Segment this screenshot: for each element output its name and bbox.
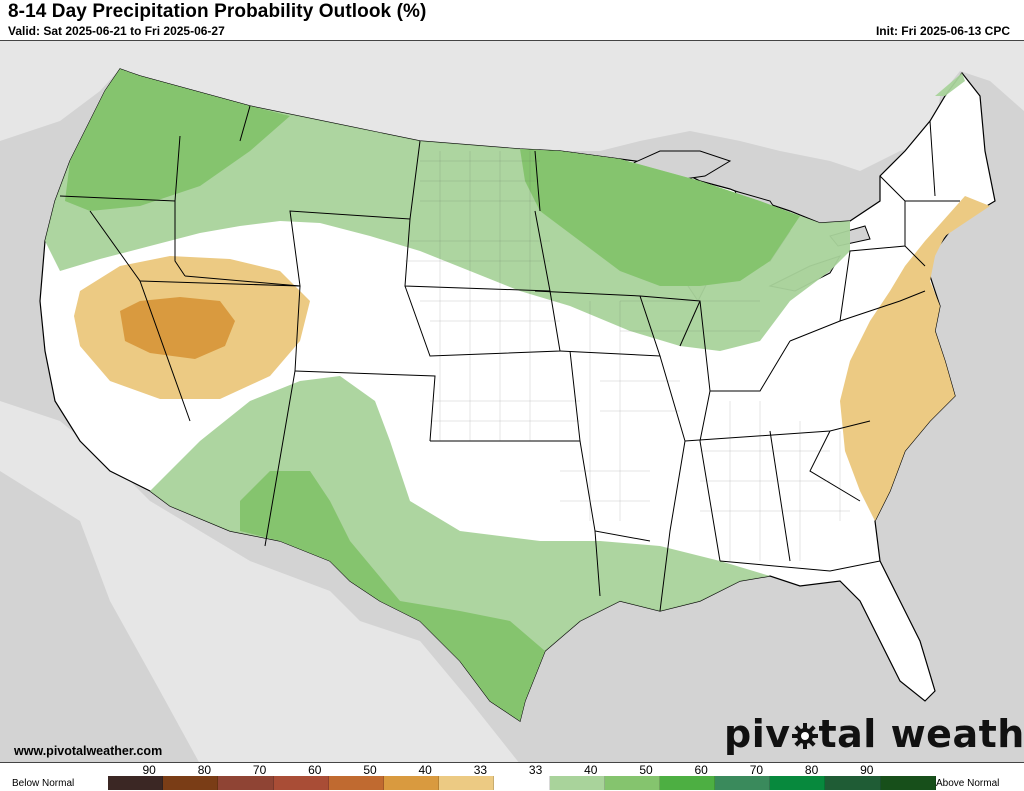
- canada-land: [0, 41, 1024, 171]
- precipitation-map[interactable]: [0, 40, 1024, 763]
- map-frame[interactable]: [0, 40, 1024, 763]
- legend-swatch: [770, 776, 826, 790]
- legend-tick-label: 70: [252, 763, 267, 777]
- logo-text-right: tal weather: [818, 712, 1024, 756]
- init-time: Init: Fri 2025-06-13 CPC: [875, 24, 1010, 38]
- legend-tick-label: 40: [584, 763, 598, 777]
- legend-swatch: [273, 776, 329, 790]
- legend-swatch: [163, 776, 219, 790]
- website-url[interactable]: www.pivotalweather.com: [14, 744, 163, 758]
- legend-swatch: [880, 776, 936, 790]
- legend-tick-label: 70: [749, 763, 764, 777]
- legend-swatch: [383, 776, 440, 790]
- legend-swatch: [604, 776, 660, 790]
- legend-color-bar: [108, 776, 936, 790]
- gear-icon: [791, 723, 818, 749]
- legend-tick-label: 50: [363, 763, 377, 777]
- legend-tick-label: 60: [694, 763, 708, 777]
- legend-swatch: [108, 776, 164, 790]
- color-legend: Below Normal Above Normal 90 80 70 60 50 40 33…: [0, 763, 1024, 791]
- legend-swatch: [439, 776, 495, 790]
- legend-swatch: [218, 776, 274, 790]
- header: 8-14 Day Precipitation Probability Outlo…: [0, 0, 1024, 40]
- legend-tick-label: 90: [142, 763, 156, 777]
- legend-tick-label: 33: [473, 763, 488, 777]
- legend-ticks: 90 80 70 60 50 40 33 33 40 50 60 70 80 90: [108, 763, 936, 777]
- below-40-region: [120, 297, 235, 359]
- pivotal-weather-logo: piv tal weather: [724, 712, 1024, 756]
- legend-tick-label: 80: [197, 763, 212, 777]
- baja-water: [0, 471, 199, 762]
- legend-swatch: [715, 776, 771, 790]
- county-lines: [405, 151, 850, 561]
- legend-swatch: [549, 776, 605, 790]
- valid-period: Valid: Sat 2025-06-21 to Fri 2025-06-27: [8, 24, 225, 38]
- legend-above-label: Above Normal: [936, 778, 1000, 789]
- legend-swatch: [494, 776, 550, 790]
- legend-below-label: Below Normal: [12, 778, 75, 789]
- legend-tick-label: 90: [860, 763, 874, 777]
- legend-swatch: [659, 776, 716, 790]
- legend-tick-label: 33: [528, 763, 543, 777]
- legend-swatch: [825, 776, 881, 790]
- logo-text-left: piv: [724, 712, 791, 756]
- state-borders: [59, 105, 960, 612]
- page-title: 8-14 Day Precipitation Probability Outlo…: [8, 1, 427, 22]
- legend-tick-label: 40: [418, 763, 432, 777]
- legend-swatch: [328, 776, 384, 790]
- legend-tick-label: 60: [308, 763, 322, 777]
- legend-tick-label: 50: [639, 763, 653, 777]
- legend-tick-label: 80: [804, 763, 819, 777]
- above-40-region: [65, 69, 800, 721]
